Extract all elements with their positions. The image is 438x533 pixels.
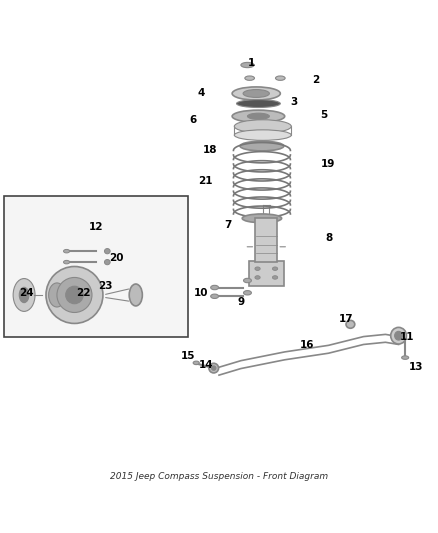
Text: 2: 2	[312, 75, 319, 85]
Bar	[53, 219, 166, 275]
Ellipse shape	[245, 76, 254, 80]
Text: 4: 4	[198, 88, 205, 99]
Ellipse shape	[193, 361, 199, 365]
Text: 1: 1	[248, 58, 255, 68]
Text: 7: 7	[224, 220, 231, 230]
Ellipse shape	[19, 287, 29, 303]
Text: 3: 3	[290, 97, 297, 107]
Text: 2015 Jeep Compass Suspension - Front Diagram: 2015 Jeep Compass Suspension - Front Dia…	[110, 472, 328, 481]
Ellipse shape	[391, 327, 406, 344]
Ellipse shape	[57, 278, 92, 312]
Text: 10: 10	[194, 288, 209, 298]
Ellipse shape	[243, 90, 269, 98]
FancyArrowPatch shape	[106, 297, 129, 301]
Text: 11: 11	[400, 332, 415, 342]
Ellipse shape	[129, 284, 142, 306]
Text: 16: 16	[299, 341, 314, 350]
Ellipse shape	[212, 366, 216, 370]
Ellipse shape	[395, 332, 403, 340]
Ellipse shape	[13, 279, 35, 311]
Ellipse shape	[237, 100, 280, 108]
Ellipse shape	[105, 248, 110, 254]
Ellipse shape	[49, 283, 65, 307]
Ellipse shape	[402, 356, 409, 359]
Ellipse shape	[46, 266, 103, 324]
Text: 6: 6	[189, 115, 196, 125]
Ellipse shape	[232, 87, 280, 100]
Text: 13: 13	[409, 362, 424, 372]
Text: 19: 19	[321, 159, 336, 168]
Ellipse shape	[105, 260, 110, 265]
Ellipse shape	[234, 130, 291, 140]
Ellipse shape	[276, 76, 285, 80]
Text: 17: 17	[339, 314, 353, 324]
Text: 14: 14	[198, 360, 213, 370]
Text: 8: 8	[325, 233, 332, 243]
Text: 5: 5	[321, 110, 328, 120]
Text: 12: 12	[89, 222, 104, 232]
Ellipse shape	[234, 120, 291, 133]
Ellipse shape	[241, 62, 254, 68]
FancyArrowPatch shape	[106, 289, 129, 294]
Text: 20: 20	[109, 253, 124, 263]
Ellipse shape	[244, 290, 251, 295]
Ellipse shape	[272, 267, 278, 270]
Text: 15: 15	[181, 351, 196, 361]
Text: 24: 24	[19, 288, 34, 298]
Bar	[249, 261, 284, 286]
Ellipse shape	[346, 320, 355, 328]
Ellipse shape	[211, 285, 219, 290]
Ellipse shape	[244, 278, 251, 282]
Bar	[4, 197, 188, 336]
Ellipse shape	[242, 214, 282, 223]
Ellipse shape	[211, 294, 219, 298]
Ellipse shape	[247, 113, 269, 119]
Text: 22: 22	[76, 288, 91, 298]
Ellipse shape	[64, 260, 70, 264]
Text: 18: 18	[203, 146, 218, 156]
Ellipse shape	[64, 249, 70, 253]
Ellipse shape	[255, 276, 260, 279]
Text: 9: 9	[237, 296, 244, 306]
Text: 21: 21	[198, 176, 213, 186]
Ellipse shape	[232, 110, 285, 123]
Ellipse shape	[209, 364, 219, 373]
Ellipse shape	[66, 286, 83, 304]
Ellipse shape	[255, 267, 260, 270]
Ellipse shape	[240, 141, 284, 151]
Bar	[255, 219, 277, 262]
Ellipse shape	[272, 276, 278, 279]
Text: 23: 23	[98, 281, 113, 291]
